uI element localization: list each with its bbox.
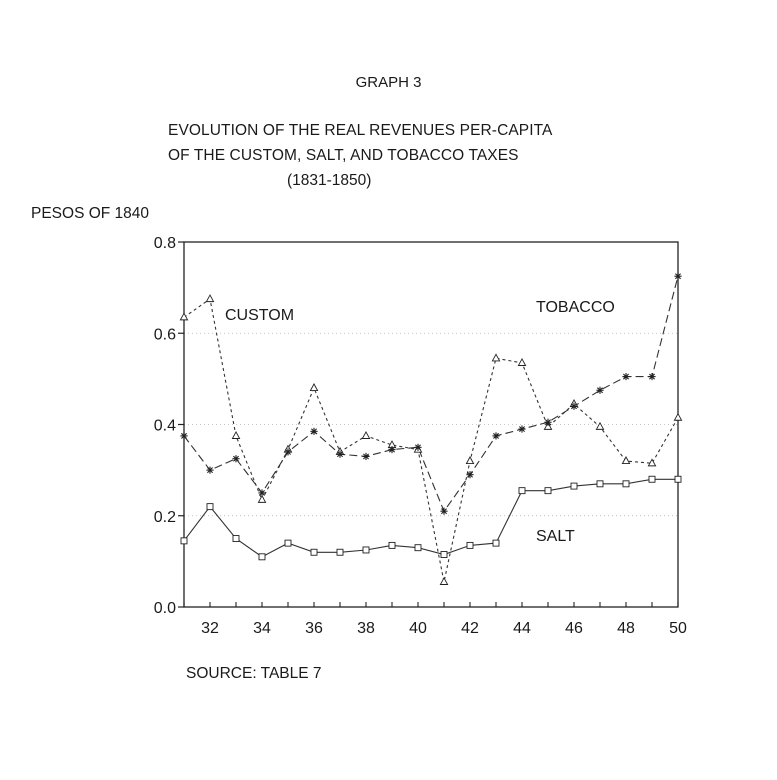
- tobacco-point: [180, 432, 188, 440]
- salt-point: [206, 503, 214, 511]
- custom-point: [673, 412, 683, 421]
- tobacco-point: [492, 432, 500, 440]
- chart-title-line-2: OF THE CUSTOM, SALT, AND TOBACCO TAXES: [168, 147, 519, 164]
- salt-point: [570, 482, 578, 490]
- chart-title-line-1: EVOLUTION OF THE REAL REVENUES PER-CAPIT…: [168, 122, 553, 139]
- salt-point: [232, 535, 240, 543]
- x-tick-label: 42: [461, 620, 479, 637]
- x-tick-label: 48: [617, 620, 635, 637]
- custom-point: [205, 294, 215, 303]
- tobacco-point: [258, 489, 266, 497]
- series-line-salt: [183, 478, 678, 558]
- tobacco-point: [232, 455, 240, 463]
- salt-point: [362, 546, 370, 554]
- salt-point: [622, 480, 630, 488]
- custom-point: [439, 576, 449, 585]
- salt-point: [674, 475, 682, 483]
- custom-point: [231, 430, 241, 439]
- tobacco-point: [648, 372, 656, 381]
- y-tick-label: 0.4: [154, 418, 176, 435]
- salt-point: [310, 548, 318, 556]
- chart-title-years: (1831-1850): [287, 172, 372, 189]
- tobacco-point: [336, 450, 344, 458]
- y-tick-label: 0.6: [154, 326, 176, 343]
- salt-point: [544, 487, 552, 495]
- x-tick-label: 38: [357, 620, 375, 637]
- custom-point: [257, 494, 267, 503]
- x-tick-label: 46: [565, 620, 583, 637]
- x-tick-label: 32: [201, 620, 219, 637]
- source-note: SOURCE: TABLE 7: [186, 665, 322, 682]
- custom-point: [543, 421, 553, 430]
- series-label-salt: SALT: [536, 528, 575, 545]
- x-tick-label: 50: [669, 620, 687, 637]
- series-label-custom: CUSTOM: [225, 307, 294, 324]
- custom-point: [517, 357, 527, 366]
- tobacco-point: [570, 402, 578, 410]
- x-tick-label: 34: [253, 620, 271, 637]
- tobacco-point: [440, 507, 448, 515]
- series-lines: [183, 276, 679, 583]
- salt-point: [336, 548, 344, 556]
- salt-point: [284, 539, 292, 547]
- tobacco-point: [206, 466, 214, 474]
- salt-point: [648, 475, 656, 483]
- series-line-custom: [183, 298, 679, 583]
- tobacco-point: [414, 443, 422, 451]
- salt-point: [492, 539, 500, 547]
- salt-point: [388, 541, 396, 549]
- x-tick-label: 40: [409, 620, 427, 637]
- salt-point: [180, 537, 188, 545]
- salt-point: [596, 480, 604, 488]
- graph-number: GRAPH 3: [355, 74, 422, 91]
- y-axis-unit-label: PESOS OF 1840: [31, 205, 150, 222]
- y-tick-label: 0.8: [154, 235, 176, 252]
- series-line-tobacco: [183, 276, 679, 513]
- custom-point: [595, 421, 605, 430]
- y-tick-label: 0.0: [154, 600, 176, 617]
- series-markers: [179, 272, 683, 585]
- salt-point: [414, 544, 422, 552]
- custom-point: [361, 430, 371, 439]
- tobacco-point: [284, 448, 292, 456]
- custom-point: [179, 312, 189, 321]
- salt-point: [440, 551, 448, 558]
- tobacco-point: [466, 471, 474, 479]
- tobacco-point: [388, 445, 396, 454]
- tobacco-point: [518, 425, 526, 433]
- salt-point: [518, 487, 526, 495]
- tobacco-point: [674, 272, 682, 280]
- tobacco-point: [544, 418, 552, 426]
- x-tick-label: 36: [305, 620, 323, 637]
- y-tick-label: 0.2: [154, 509, 176, 526]
- salt-point: [466, 541, 474, 549]
- x-tick-label: 44: [513, 620, 531, 637]
- custom-point: [465, 456, 475, 465]
- custom-point: [621, 456, 631, 465]
- plot-frame: [183, 241, 679, 608]
- tobacco-point: [310, 427, 318, 435]
- salt-point: [258, 553, 266, 561]
- series-label-tobacco: TOBACCO: [536, 299, 615, 316]
- custom-point: [309, 383, 319, 392]
- custom-point: [647, 458, 657, 467]
- tobacco-point: [596, 386, 604, 394]
- tobacco-point: [362, 452, 370, 461]
- custom-point: [491, 353, 501, 362]
- axes: 0.0 0.2 0.4 0.6 0.8 32 34 36 38 40 42 44 46 48 50: [154, 235, 687, 637]
- tobacco-point: [622, 372, 630, 381]
